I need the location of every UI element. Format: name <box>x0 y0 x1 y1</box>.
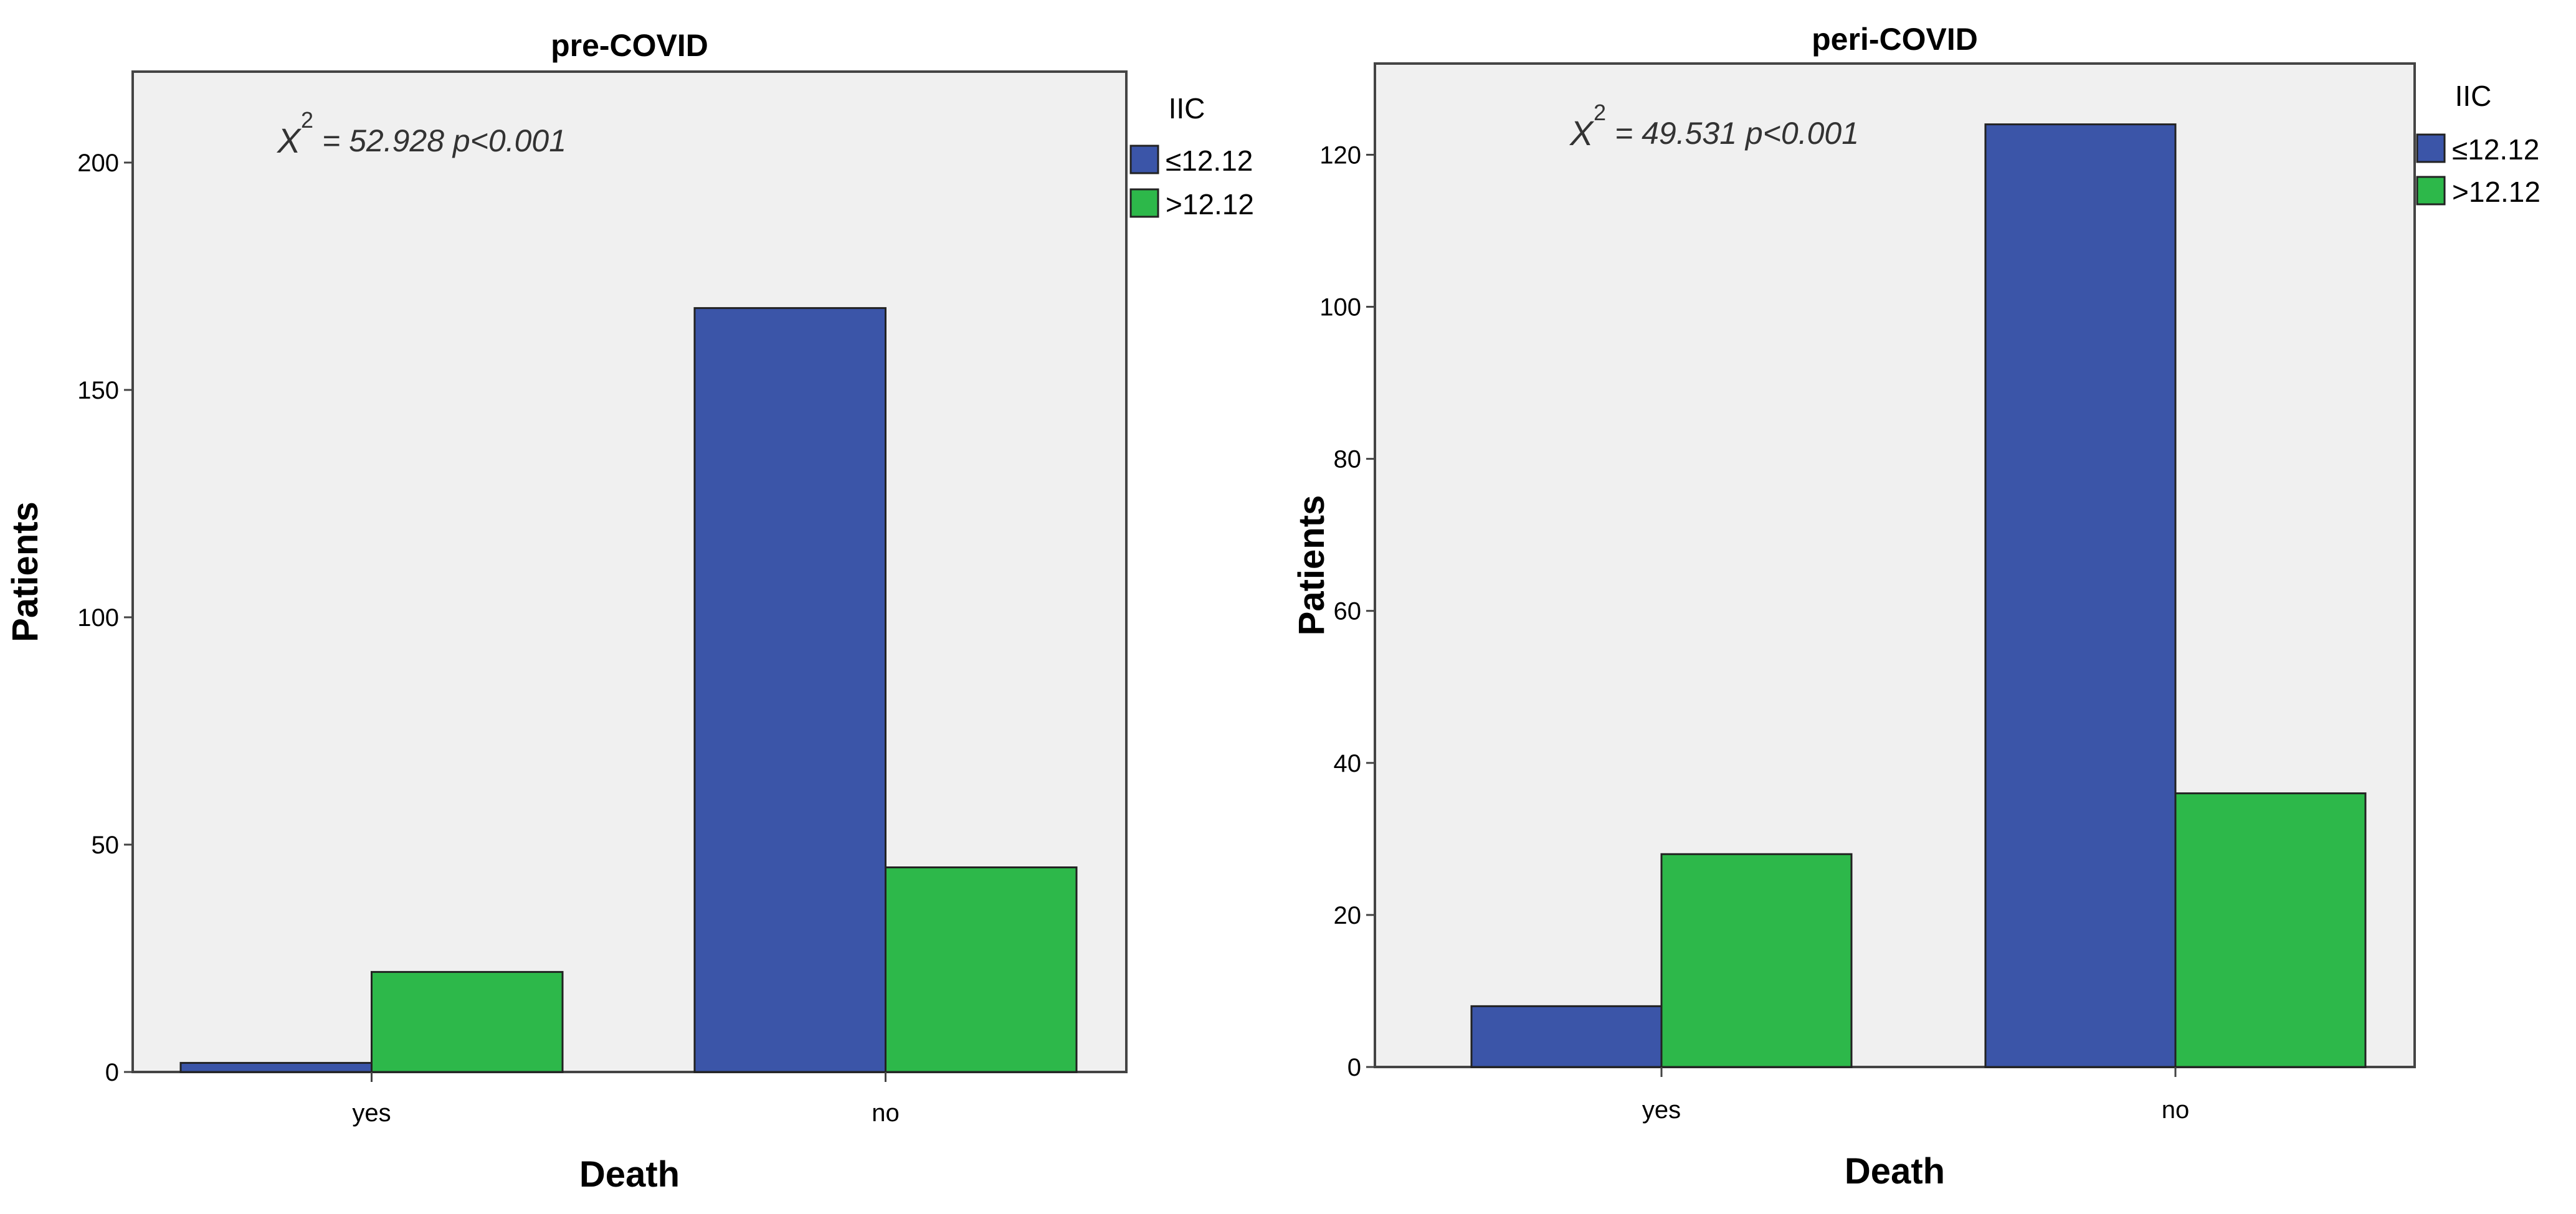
bar-no-series-1 <box>693 307 886 1073</box>
y-axis-title: Patients <box>1291 495 1332 636</box>
y-tick-label: 200 <box>77 149 119 177</box>
annotation-symbol: X <box>276 121 302 160</box>
legend-swatch-1 <box>1129 145 1159 174</box>
bar-no-series-1 <box>1984 123 2177 1068</box>
legend-label-1: ≤12.12 <box>2452 133 2539 166</box>
x-axis-title: Death <box>579 1154 680 1195</box>
legend: IIC ≤12.12 >12.12 <box>2416 80 2540 208</box>
chart-panel-1: pre-COVID 0 50 100 150 200 yes no Death Patients X… <box>5 28 1254 1195</box>
y-tick-label: 60 <box>1334 598 1362 625</box>
chart-panel-2: peri-COVID 0 20 40 60 80 100 120 yes no Death Patie… <box>1291 22 2540 1192</box>
x-tick-label: yes <box>352 1099 391 1127</box>
y-tick-label: 120 <box>1319 141 1361 169</box>
legend-swatch-2 <box>2416 176 2446 206</box>
y-tick-label: 0 <box>105 1059 119 1086</box>
chart-title: pre-COVID <box>551 28 708 63</box>
annotation-superscript: 2 <box>301 107 313 133</box>
x-axis-title: Death <box>1845 1151 1945 1192</box>
legend-swatch-1 <box>2416 133 2446 163</box>
bar-no-series-2 <box>2174 792 2367 1068</box>
annotation-superscript: 2 <box>1594 100 1606 125</box>
y-axis-title: Patients <box>5 501 45 642</box>
bar-yes-series-2 <box>1660 853 1853 1068</box>
y-tick-label: 80 <box>1334 446 1362 473</box>
legend: IIC ≤12.12 >12.12 <box>1129 92 1254 221</box>
annotation-text: = 52.928 p<0.001 <box>322 123 566 158</box>
x-tick-label: yes <box>1642 1096 1681 1124</box>
y-tick-label: 20 <box>1334 902 1362 929</box>
chart-title: peri-COVID <box>1812 22 1978 57</box>
legend-label-2: >12.12 <box>2452 176 2540 208</box>
y-tick-label: 100 <box>1319 294 1361 321</box>
legend-swatch-2 <box>1129 188 1159 218</box>
bar-yes-series-1 <box>1470 1005 1663 1068</box>
legend-label-2: >12.12 <box>1166 188 1254 221</box>
legend-title: IIC <box>2455 80 2492 112</box>
y-tick-label: 100 <box>77 604 119 632</box>
y-tick-label: 150 <box>77 377 119 404</box>
y-tick-label: 50 <box>92 832 120 859</box>
x-tick-label: no <box>872 1099 900 1127</box>
x-tick-label: no <box>2162 1096 2190 1124</box>
y-tick-label: 40 <box>1334 750 1362 777</box>
bar-yes-series-2 <box>371 970 564 1073</box>
legend-label-1: ≤12.12 <box>1166 145 1253 177</box>
annotation-symbol: X <box>1569 113 1595 153</box>
legend-title: IIC <box>1169 92 1205 125</box>
bar-no-series-2 <box>885 866 1078 1073</box>
annotation-text: = 49.531 p<0.001 <box>1615 116 1859 151</box>
y-tick-label: 0 <box>1347 1054 1361 1081</box>
bar-yes-series-1 <box>179 1061 373 1073</box>
